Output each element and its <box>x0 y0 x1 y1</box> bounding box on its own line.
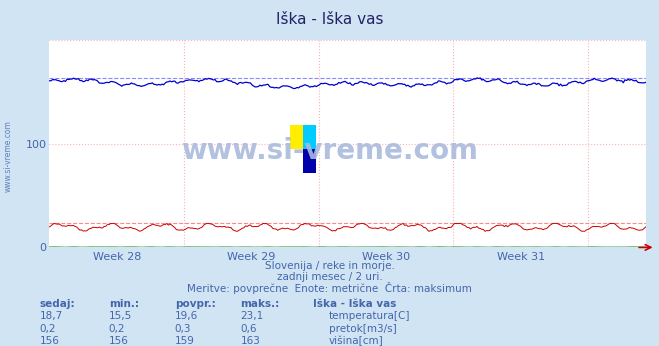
Text: maks.:: maks.: <box>241 299 280 309</box>
Text: 15,5: 15,5 <box>109 311 132 321</box>
Bar <box>290 125 303 149</box>
Text: Iška - Iška vas: Iška - Iška vas <box>313 299 397 309</box>
Text: 0,2: 0,2 <box>109 324 125 334</box>
Text: 18,7: 18,7 <box>40 311 63 321</box>
Text: 0,3: 0,3 <box>175 324 191 334</box>
Text: 19,6: 19,6 <box>175 311 198 321</box>
Text: www.si-vreme.com: www.si-vreme.com <box>4 120 13 192</box>
Text: zadnji mesec / 2 uri.: zadnji mesec / 2 uri. <box>277 272 382 282</box>
Text: Iška - Iška vas: Iška - Iška vas <box>275 12 384 27</box>
Text: višina[cm]: višina[cm] <box>329 336 384 346</box>
Bar <box>303 149 316 173</box>
Text: Meritve: povprečne  Enote: metrične  Črta: maksimum: Meritve: povprečne Enote: metrične Črta:… <box>187 282 472 294</box>
Text: Slovenija / reke in morje.: Slovenija / reke in morje. <box>264 261 395 271</box>
Bar <box>303 125 316 149</box>
Text: min.:: min.: <box>109 299 139 309</box>
Text: 156: 156 <box>40 336 59 346</box>
Text: sedaj:: sedaj: <box>40 299 75 309</box>
Text: 0,6: 0,6 <box>241 324 257 334</box>
Text: 23,1: 23,1 <box>241 311 264 321</box>
Text: 163: 163 <box>241 336 260 346</box>
Text: povpr.:: povpr.: <box>175 299 215 309</box>
Text: 0,2: 0,2 <box>40 324 56 334</box>
Text: 159: 159 <box>175 336 194 346</box>
Text: 156: 156 <box>109 336 129 346</box>
Text: temperatura[C]: temperatura[C] <box>329 311 411 321</box>
Text: pretok[m3/s]: pretok[m3/s] <box>329 324 397 334</box>
Text: www.si-vreme.com: www.si-vreme.com <box>181 137 478 164</box>
